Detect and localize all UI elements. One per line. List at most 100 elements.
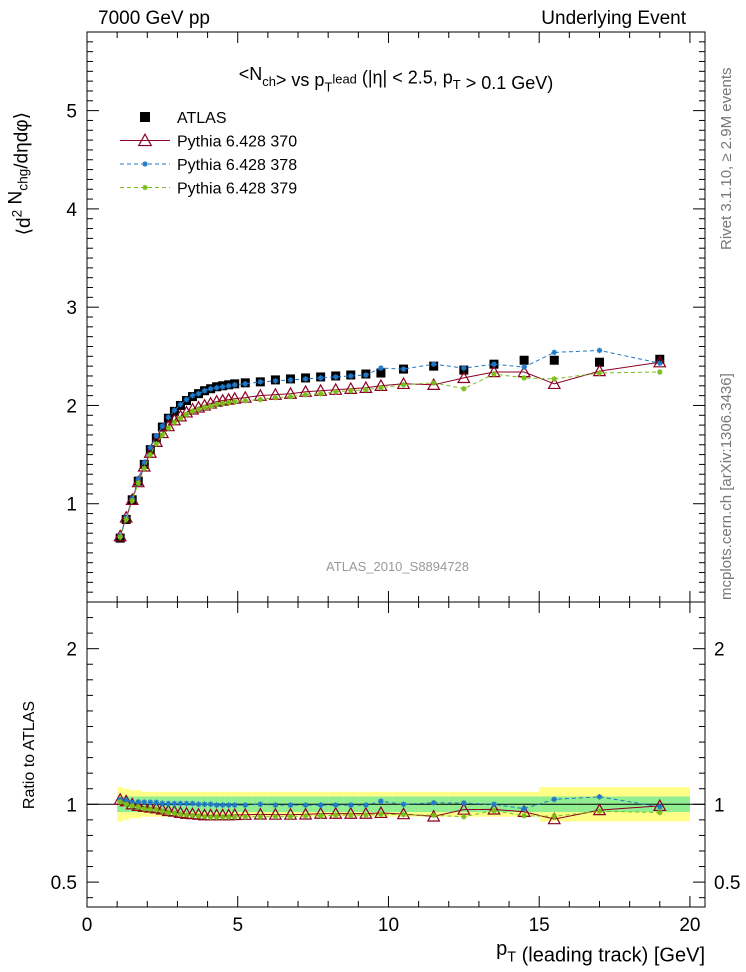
ratio-point-2-7 (159, 808, 166, 815)
point-3-26 (332, 388, 339, 395)
point-0-36 (594, 357, 604, 367)
xtick-label-5: 5 (232, 915, 243, 936)
legend-label-2: Pythia 6.428 378 (177, 157, 297, 174)
ratio-point-0-3 (131, 798, 146, 812)
ratio-point-1-19 (231, 802, 238, 808)
point-3-7 (159, 432, 166, 438)
ratio-point-1-33 (491, 801, 497, 808)
point-1-32 (457, 370, 471, 384)
ratio-point-1-31 (430, 799, 437, 806)
ytick-label-1: 1 (66, 495, 77, 516)
point-1-2 (125, 492, 139, 505)
ratio-point-2-5 (147, 806, 154, 813)
point-2-3 (135, 476, 142, 482)
ratio-point-1-23 (287, 802, 294, 808)
point-2-27 (347, 373, 354, 379)
point-3-9 (171, 419, 178, 425)
point-2-17 (219, 383, 226, 390)
ratio-ytick-label-r-2: 2 (714, 640, 725, 661)
point-3-34 (521, 375, 527, 381)
main-ylabel: ⟨d2 Nchg/dηdφ⟩ (5, 112, 35, 235)
legend-marker-3 (142, 184, 148, 191)
point-2-14 (201, 387, 208, 394)
point-2-7 (159, 423, 166, 429)
ratio-point-2-35 (551, 813, 558, 820)
ratio-ytick-label-r-0.5: 0.5 (714, 873, 740, 894)
point-3-10 (177, 415, 184, 422)
ratio-point-1-28 (363, 802, 369, 808)
point-2-33 (491, 361, 497, 367)
ratio-point-1-2 (129, 799, 136, 806)
point-2-19 (231, 382, 238, 388)
ytick-label-2: 2 (66, 396, 77, 417)
ratio-point-1-12 (189, 800, 196, 807)
ratio-point-1-16 (213, 802, 220, 808)
main-panel: ATLAS_2010_S8894728 (113, 347, 667, 574)
point-3-31 (430, 380, 437, 386)
main-ylabel-text: ⟨d2 Nchg/dηdφ⟩ (5, 112, 35, 235)
ratio-point-2-31 (430, 812, 437, 819)
ratio-point-0-33 (487, 802, 501, 815)
overlay: 0 5 10 15 20 1 2 3 4 5 0.5 0.5 1 1 2 2 <Nch> vs pTlead (… (5, 31, 740, 966)
ratio-point-1-26 (332, 802, 339, 808)
ratio-point-1-5 (147, 799, 154, 806)
point-3-35 (551, 376, 558, 382)
point-3-37 (656, 369, 663, 375)
ratio-point-1-21 (257, 801, 264, 808)
point-2-13 (195, 390, 202, 397)
ratio-ytick-label-l-0.5: 0.5 (51, 873, 77, 894)
xlabel: pT (leading track) [GeV] (496, 938, 705, 966)
point-2-30 (400, 366, 407, 372)
ratio-point-2-4 (141, 806, 148, 812)
point-1-3 (131, 475, 146, 488)
ratio-point-2-1 (123, 801, 129, 808)
point-3-28 (363, 386, 369, 393)
point-2-20 (242, 381, 249, 387)
ratio-ylabel-text: Ratio to ATLAS (21, 701, 38, 809)
ratio-point-0-6 (149, 801, 164, 814)
point-3-1 (123, 516, 129, 523)
ratio-point-2-37 (656, 809, 663, 816)
ratio-point-1-10 (177, 800, 184, 807)
point-3-17 (219, 400, 226, 407)
ratio-point-0-9 (167, 804, 182, 817)
ratio-point-1-3 (135, 799, 142, 805)
ytick-label-3: 3 (66, 298, 77, 319)
ratio-ylabel: Ratio to ATLAS (21, 701, 38, 809)
ratio-point-2-2 (129, 803, 136, 809)
ratio-point-1-1 (123, 797, 129, 804)
ratio-point-1-8 (165, 800, 172, 807)
rivet-label: Rivet 3.1.10, ≥ 2.9M events (718, 67, 735, 251)
ratio-point-1-29 (378, 798, 384, 804)
legend-marker-0 (140, 112, 150, 122)
xtick-label-0: 0 (82, 915, 93, 936)
point-3-12 (189, 408, 196, 415)
point-2-35 (551, 349, 558, 356)
point-3-19 (231, 398, 238, 405)
legend-label-3: Pythia 6.428 379 (177, 181, 297, 198)
point-2-26 (332, 374, 339, 380)
legend-item-3: Pythia 6.428 379 (120, 181, 297, 198)
ratio-point-2-23 (287, 813, 294, 820)
point-2-15 (207, 385, 214, 392)
ytick-label-5: 5 (66, 102, 77, 123)
ratio-point-1-37 (656, 803, 663, 810)
point-2-9 (171, 407, 178, 414)
legend-item-2: Pythia 6.428 378 (120, 157, 297, 174)
ratio-point-2-29 (378, 811, 384, 818)
point-1-37 (653, 355, 667, 368)
ratio-point-0-27 (344, 806, 358, 819)
ratio-point-2-24 (302, 813, 309, 819)
point-2-16 (213, 384, 220, 391)
ratio-point-2-27 (347, 812, 354, 818)
legend-item-0: ATLAS (140, 110, 227, 127)
point-2-8 (165, 414, 172, 421)
ratio-point-1-18 (225, 802, 232, 808)
point-1-31 (426, 377, 441, 391)
point-2-28 (363, 372, 369, 378)
ratio-point-1-11 (183, 800, 190, 807)
ratio-point-0-24 (298, 807, 313, 820)
point-3-25 (317, 390, 324, 397)
ratio-point-2-36 (596, 808, 603, 815)
